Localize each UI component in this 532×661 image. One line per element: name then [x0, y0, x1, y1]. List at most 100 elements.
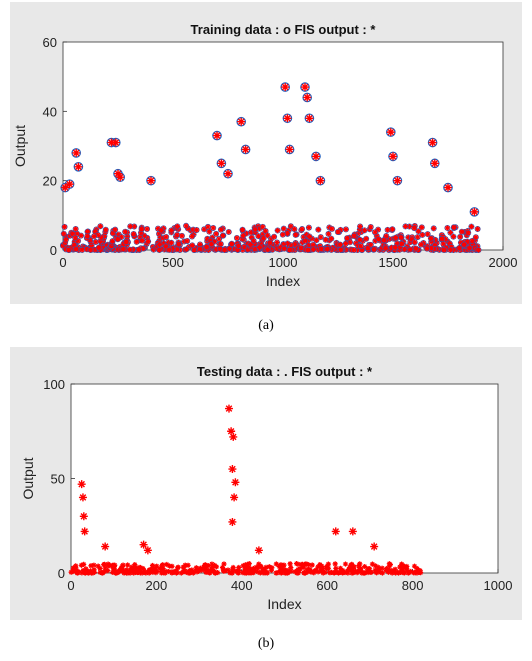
baseline-star — [182, 562, 188, 568]
baseline-star — [304, 567, 310, 573]
baseline-star — [284, 230, 290, 236]
baseline-star — [457, 247, 463, 253]
baseline-star — [324, 246, 330, 252]
baseline-star — [177, 247, 183, 253]
baseline-star — [267, 240, 273, 246]
baseline-star — [280, 241, 287, 247]
training-point — [280, 82, 290, 92]
baseline-star — [305, 237, 311, 243]
baseline-star — [444, 225, 451, 231]
baseline-star — [103, 227, 109, 233]
baseline-star — [428, 245, 434, 251]
baseline-star — [260, 244, 267, 250]
baseline-star — [424, 245, 430, 252]
y-tick-label: 100 — [43, 377, 65, 392]
baseline-star — [288, 565, 294, 571]
baseline-star — [201, 226, 207, 232]
baseline-star — [407, 246, 413, 253]
baseline-star — [286, 227, 292, 234]
baseline-star — [211, 562, 218, 568]
baseline-star — [149, 562, 156, 569]
baseline-star — [207, 568, 213, 574]
baseline-star — [333, 565, 339, 571]
baseline-star — [67, 233, 73, 239]
baseline-star — [308, 569, 314, 575]
baseline-star — [157, 241, 163, 248]
baseline-star — [197, 241, 203, 248]
baseline-star — [318, 234, 324, 240]
baseline-star — [166, 247, 172, 253]
fis-output-point — [227, 427, 236, 436]
fis-output-point — [147, 176, 155, 185]
baseline-star — [174, 232, 180, 238]
baseline-star — [355, 236, 361, 242]
baseline-star — [466, 245, 473, 251]
fis-output-point — [78, 493, 87, 502]
baseline-star — [323, 237, 329, 243]
training-point — [115, 172, 125, 182]
baseline-star — [327, 569, 333, 576]
baseline-star — [116, 231, 122, 238]
x-tick-label: 600 — [316, 578, 338, 593]
baseline-star — [79, 570, 85, 576]
fis-output-point — [231, 478, 240, 487]
baseline-star — [217, 246, 223, 252]
baseline-star — [385, 569, 392, 575]
baseline-star — [120, 241, 127, 247]
baseline-star — [414, 565, 420, 572]
baseline-star — [298, 561, 304, 568]
baseline-star — [111, 562, 117, 568]
baseline-star — [88, 563, 94, 569]
baseline-star — [275, 227, 281, 234]
baseline-star — [315, 564, 321, 570]
baseline-star — [95, 563, 101, 569]
baseline-star — [201, 565, 207, 572]
baseline-star — [243, 230, 250, 237]
baseline-star — [362, 563, 368, 570]
baseline-star — [212, 239, 218, 245]
baseline-star — [97, 238, 104, 244]
baseline-star — [240, 247, 246, 253]
baseline-star — [271, 234, 277, 240]
baseline-star — [240, 563, 246, 569]
baseline-star — [398, 234, 404, 241]
x-tick-label: 0 — [59, 255, 66, 270]
baseline-star — [473, 234, 479, 240]
baseline-star — [457, 234, 463, 240]
x-tick-label: 500 — [162, 255, 184, 270]
training-point — [388, 151, 398, 162]
fis-output-point — [217, 159, 226, 168]
baseline-star — [374, 233, 380, 239]
baseline-star — [277, 244, 284, 250]
baseline-star — [97, 223, 103, 229]
baseline-star — [439, 246, 446, 252]
training-point — [429, 158, 440, 169]
baseline-star — [399, 241, 405, 247]
series-fis-output — [77, 404, 379, 555]
baseline-star — [226, 229, 232, 235]
baseline-star — [411, 225, 417, 231]
fis-output-point — [111, 138, 120, 147]
baseline-star — [336, 569, 342, 576]
baseline-star — [401, 246, 407, 252]
baseline-star — [440, 234, 446, 240]
baseline-star — [218, 227, 224, 233]
baseline-star — [144, 235, 150, 241]
baseline-star — [97, 565, 103, 572]
baseline-star — [404, 566, 410, 572]
baseline-star — [302, 562, 308, 568]
baseline-star — [372, 238, 379, 244]
baseline-star — [297, 566, 303, 572]
baseline-star — [363, 236, 369, 242]
baseline-star — [339, 570, 346, 576]
baseline-cloud — [68, 560, 424, 576]
baseline-star — [274, 246, 280, 252]
baseline-star — [182, 568, 188, 574]
baseline-star — [140, 245, 146, 252]
baseline-star — [386, 236, 392, 242]
baseline-star — [291, 226, 297, 232]
baseline-star — [156, 247, 162, 253]
baseline-star — [129, 564, 135, 570]
baseline-star — [103, 243, 109, 249]
baseline-star — [145, 238, 151, 245]
